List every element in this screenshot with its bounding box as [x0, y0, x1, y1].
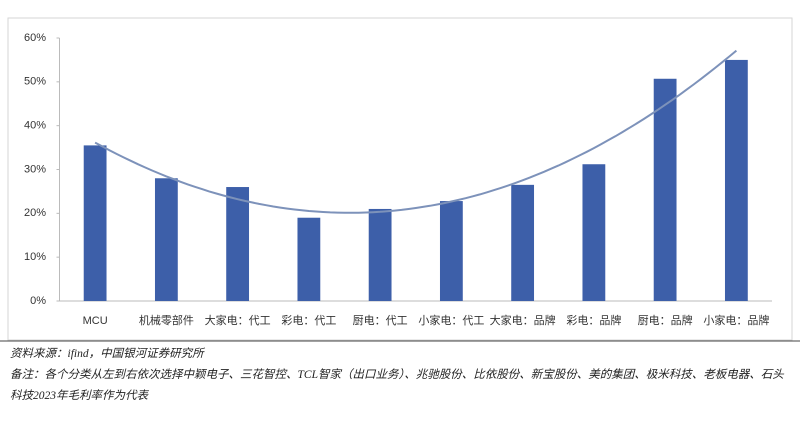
x-tick-label: 大家电：品牌 [490, 313, 556, 327]
bar [582, 164, 606, 301]
notes: 资料来源：ifind，中国银河证券研究所 备注：各个分类从左到右依次选择中颖电子… [10, 344, 795, 407]
x-tick-label: 彩电：品牌 [566, 313, 621, 327]
bar [226, 187, 250, 301]
y-tick-label: 30% [24, 163, 46, 175]
chart-frame [7, 17, 793, 341]
y-tick-label: 10% [24, 251, 46, 263]
bar [297, 217, 321, 301]
y-tick-label: 60% [24, 32, 46, 44]
x-tick-label: 机械零部件 [139, 313, 194, 327]
x-tick-label: 大家电：代工 [205, 313, 271, 327]
remark-note: 备注：各个分类从左到右依次选择中颖电子、三花智控、TCL智家（出口业务）、兆驰股… [10, 369, 784, 402]
bar [724, 59, 748, 301]
y-tick-label: 40% [24, 120, 46, 132]
trend-line [94, 49, 738, 214]
chart: 0% 10% 20% 30% 40% 50% 60% MCU 机械零部件 大家电：代工 彩电：代工 厨… [0, 17, 800, 342]
y-tick-label: 0% [30, 295, 46, 307]
x-tick-label: 小家电：品牌 [703, 313, 769, 327]
bar [368, 208, 392, 301]
bar [511, 184, 535, 301]
source-note: 资料来源：ifind，中国银河证券研究所 [10, 348, 204, 360]
x-tick-label: 小家电：代工 [418, 313, 484, 327]
bar [154, 178, 178, 301]
bar [653, 78, 677, 301]
bar [83, 145, 107, 301]
bar [439, 201, 463, 301]
x-tick-label: 彩电：代工 [281, 314, 336, 327]
y-tick-label: 50% [24, 76, 46, 88]
x-tick-label: 厨电：代工 [353, 314, 408, 327]
x-tick-label: MCU [83, 315, 108, 327]
x-tick-label: 厨电：品牌 [638, 313, 693, 327]
y-tick-label: 20% [24, 207, 46, 219]
